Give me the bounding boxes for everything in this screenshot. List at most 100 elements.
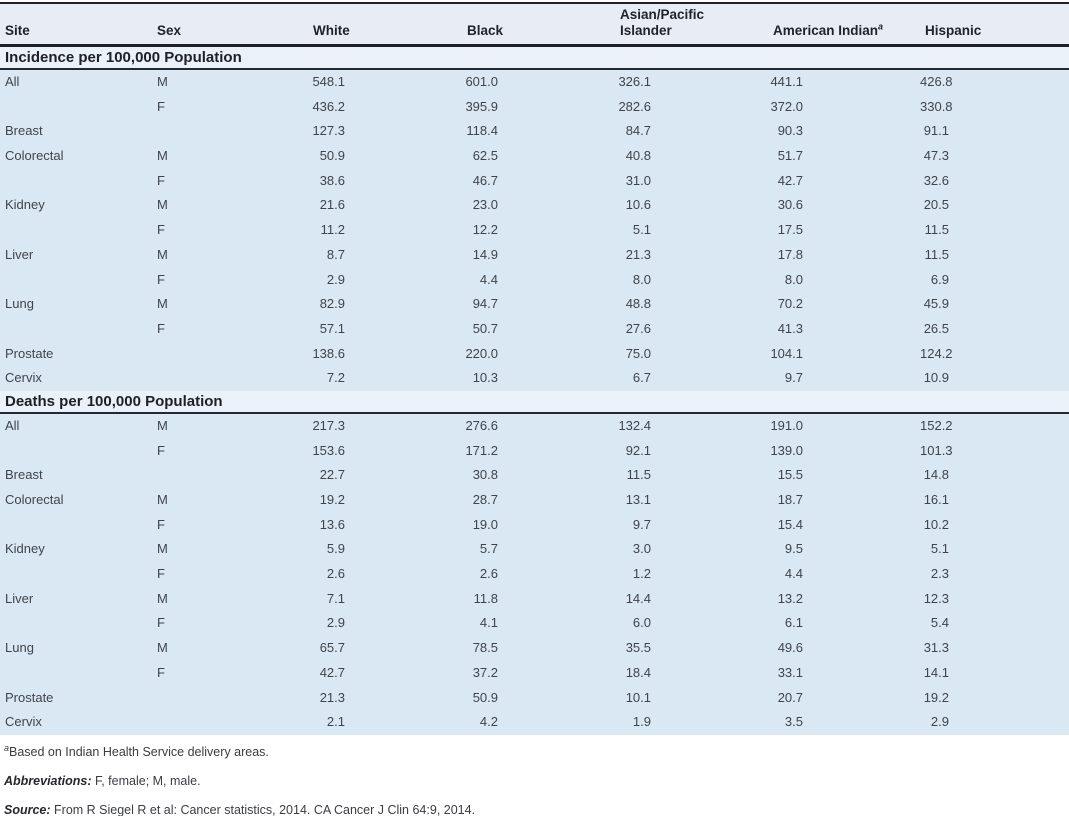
sex-cell: M [157, 590, 168, 606]
site-cell: All [5, 417, 20, 433]
table-row: F 153.6 171.2 92.1 139.0 101.3 [0, 439, 1069, 464]
value-cell-black: 28.7 [472, 492, 498, 507]
value-cell-american-indian: 51.7 [777, 148, 803, 164]
value-cell-white: 2.1 [326, 714, 345, 730]
site-cell: Breast [5, 123, 43, 139]
value-cell-hispanic: 5.4 [930, 615, 949, 631]
table-row: Lung M 82.9 94.7 48.8 70.2 45.9 [0, 292, 1069, 317]
value-cell-black: 2.6 [479, 566, 498, 582]
value-cell-white: 65.7 [319, 640, 345, 656]
table-row: Cervix 7.2 10.3 6.7 9.7 10.9 [0, 366, 1069, 391]
sex-cell: F [157, 172, 165, 188]
footnote-text: F, female; M, male. [91, 773, 201, 788]
table-row: F 436.2 395.9 282.6 372.0 330.8 [0, 95, 1069, 120]
deaths-rows: All M 217.3 276.6 132.4 191.0 152.2 F 15… [0, 413, 1069, 735]
value-cell-white: 153.6 [312, 442, 345, 458]
value-cell-hispanic: 11.5 [924, 222, 949, 238]
column-header-white: White [308, 23, 462, 44]
site-cell: Cervix [5, 370, 42, 386]
table-row: Lung M 65.7 78.5 35.5 49.6 31.3 [0, 636, 1069, 661]
value-cell-asian-pacific-islander: 14.4 [625, 590, 651, 606]
value-cell-hispanic: 19.2 [923, 689, 949, 705]
value-cell-american-indian: 104.1 [770, 345, 803, 361]
table-header-row: Site Sex White Black Asian/Pacific Islan… [0, 4, 1069, 47]
value-cell-asian-pacific-islander: 132.4 [618, 417, 651, 433]
value-cell-hispanic: 11.5 [924, 246, 949, 262]
value-cell-asian-pacific-islander: 48.8 [625, 296, 651, 312]
value-cell-american-indian: 17.8 [777, 246, 803, 262]
site-cell: Liver [5, 590, 34, 606]
value-cell-black: 171.2 [465, 442, 498, 458]
sex-cell: F [157, 566, 165, 582]
sex-cell: M [157, 417, 168, 433]
value-cell-hispanic: 330.8 [920, 98, 953, 114]
site-cell: Kidney [5, 197, 45, 213]
sex-cell [152, 710, 308, 735]
sex-cell: M [157, 541, 168, 557]
value-cell-black: 50.7 [472, 320, 498, 336]
value-cell-white: 2.6 [326, 566, 345, 582]
site-cell: All [5, 74, 20, 89]
value-cell-hispanic: 10.9 [923, 370, 949, 386]
footnote-text: From R Siegel R et al: Cancer statistics… [50, 802, 476, 816]
site-cell: Prostate [5, 689, 54, 705]
value-cell-hispanic: 12.3 [923, 590, 949, 606]
value-cell-hispanic: 16.1 [923, 492, 949, 507]
value-cell-american-indian: 20.7 [777, 689, 803, 705]
sex-cell: M [157, 492, 168, 507]
column-header-label: Hispanic [925, 23, 982, 38]
sex-cell: M [157, 246, 168, 262]
deaths-section: Deaths per 100,000 Population All M 217.… [0, 390, 1069, 735]
footnote-source: Source: From R Siegel R et al: Cancer st… [4, 803, 1069, 816]
table-row: Cervix 2.1 4.2 1.9 3.5 2.9 [0, 710, 1069, 735]
value-cell-white: 42.7 [319, 664, 345, 680]
value-cell-american-indian: 17.5 [777, 222, 803, 238]
value-cell-asian-pacific-islander: 10.1 [625, 689, 651, 705]
site-cell: Lung [5, 640, 34, 656]
value-cell-hispanic: 152.2 [920, 417, 953, 433]
value-cell-asian-pacific-islander: 35.5 [625, 640, 651, 656]
value-cell-hispanic: 91.1 [923, 123, 949, 139]
value-cell-asian-pacific-islander: 11.5 [626, 467, 651, 483]
value-cell-american-indian: 70.2 [777, 296, 803, 312]
sex-cell: F [157, 271, 165, 287]
footnote-marker: a [4, 742, 10, 753]
site-cell [0, 611, 152, 636]
value-cell-hispanic: 2.9 [930, 714, 949, 730]
value-cell-asian-pacific-islander: 40.8 [625, 148, 651, 164]
value-cell-hispanic: 124.2 [920, 345, 953, 361]
value-cell-asian-pacific-islander: 27.6 [625, 320, 651, 336]
footnote-indian-health-service: aBased on Indian Health Service delivery… [4, 742, 1069, 759]
table-row: Prostate 21.3 50.9 10.1 20.7 19.2 [0, 686, 1069, 711]
site-cell: Colorectal [5, 148, 64, 164]
value-cell-american-indian: 6.1 [784, 615, 803, 631]
sex-cell [152, 686, 308, 711]
value-cell-white: 21.6 [319, 197, 345, 213]
value-cell-white: 2.9 [326, 615, 345, 631]
site-cell: Breast [5, 467, 43, 483]
value-cell-black: 62.5 [472, 148, 498, 164]
value-cell-asian-pacific-islander: 3.0 [632, 541, 651, 557]
value-cell-american-indian: 15.5 [777, 467, 803, 483]
column-header-sex: Sex [152, 23, 308, 44]
value-cell-asian-pacific-islander: 9.7 [632, 516, 651, 532]
value-cell-white: 138.6 [312, 345, 345, 361]
value-cell-asian-pacific-islander: 6.7 [632, 370, 651, 386]
value-cell-asian-pacific-islander: 21.3 [625, 246, 651, 262]
sex-cell: F [157, 615, 165, 631]
table-row: Kidney M 21.6 23.0 10.6 30.6 20.5 [0, 193, 1069, 218]
value-cell-asian-pacific-islander: 84.7 [625, 123, 651, 139]
value-cell-black: 37.2 [472, 664, 498, 680]
table-row: F 13.6 19.0 9.7 15.4 10.2 [0, 513, 1069, 538]
value-cell-black: 30.8 [472, 467, 498, 483]
sex-cell [152, 366, 308, 391]
table-row: F 38.6 46.7 31.0 42.7 32.6 [0, 169, 1069, 194]
value-cell-hispanic: 2.3 [930, 566, 949, 582]
value-cell-black: 12.2 [472, 222, 498, 238]
sex-cell: M [157, 74, 168, 89]
incidence-rows: All M 548.1 601.0 326.1 441.1 426.8 F 43… [0, 70, 1069, 391]
column-header-label: Black [467, 23, 504, 38]
value-cell-hispanic: 10.2 [923, 516, 949, 532]
sex-cell [152, 463, 308, 488]
